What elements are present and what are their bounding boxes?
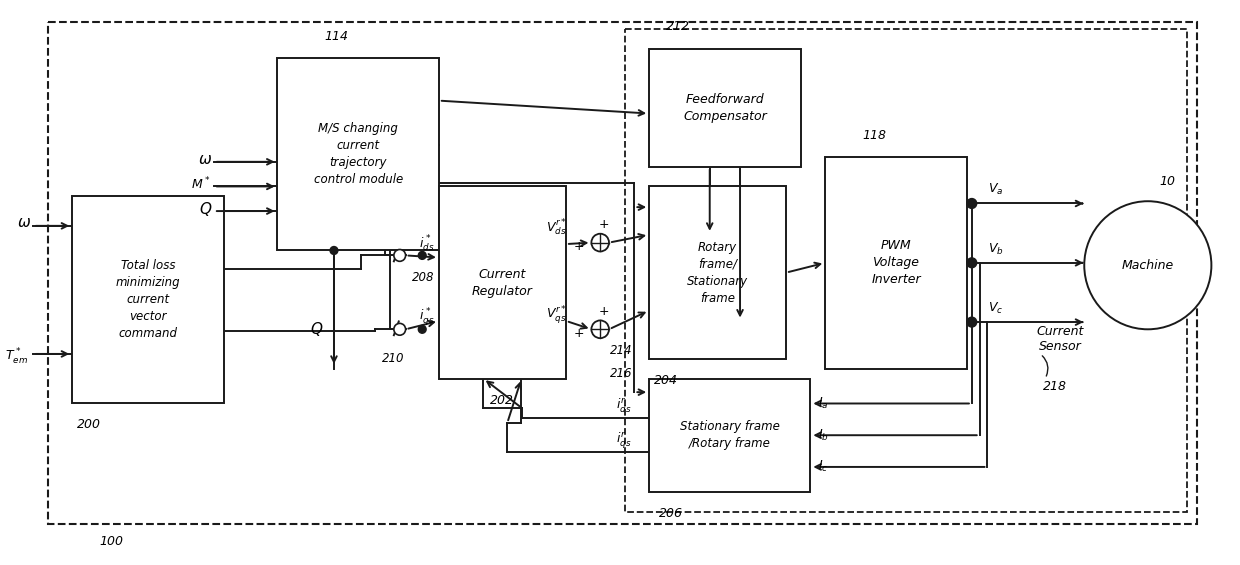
Text: Machine: Machine [1122, 259, 1174, 272]
Bar [72, 196, 223, 403]
Text: +: + [599, 218, 609, 231]
Circle shape [418, 325, 427, 333]
Text: 212: 212 [666, 20, 691, 33]
Text: 202: 202 [490, 394, 515, 407]
Text: +: + [573, 240, 584, 253]
Bar [649, 186, 786, 359]
Text: $i^*_{ds}$: $i^*_{ds}$ [419, 233, 435, 254]
Text: $I_c$: $I_c$ [818, 459, 828, 475]
Text: Q: Q [310, 322, 322, 337]
Circle shape [591, 234, 609, 251]
Circle shape [967, 198, 977, 208]
Text: +: + [599, 305, 609, 318]
Text: $I_b$: $I_b$ [818, 428, 830, 443]
Text: ω: ω [19, 215, 31, 231]
Text: $V_b$: $V_b$ [988, 241, 1004, 257]
Text: $V_c$: $V_c$ [988, 301, 1003, 316]
Text: Stationary frame
/Rotary frame: Stationary frame /Rotary frame [680, 420, 780, 450]
Text: 200: 200 [77, 418, 100, 431]
Circle shape [591, 320, 609, 338]
Text: $V_a$: $V_a$ [988, 182, 1003, 197]
Circle shape [967, 258, 977, 268]
Circle shape [1084, 201, 1211, 329]
Text: 214: 214 [610, 345, 632, 358]
Text: 218: 218 [1043, 380, 1066, 393]
Text: 208: 208 [412, 271, 434, 284]
Text: 204: 204 [653, 374, 678, 387]
Text: Current
Sensor: Current Sensor [1037, 325, 1084, 353]
Text: Total loss
minimizing
current
vector
command: Total loss minimizing current vector com… [115, 259, 180, 340]
Text: 216: 216 [610, 367, 632, 380]
Text: 100: 100 [99, 534, 123, 547]
Text: $i^r_{qs}$: $i^r_{qs}$ [616, 431, 631, 450]
Text: 10: 10 [1159, 175, 1176, 188]
Circle shape [967, 317, 977, 327]
Bar [649, 379, 811, 492]
Text: PWM
Voltage
Inverter: PWM Voltage Inverter [872, 240, 921, 286]
Text: ω: ω [200, 153, 212, 167]
Text: $V^{r*}_{ds}$: $V^{r*}_{ds}$ [547, 218, 568, 238]
Text: Feedforward
Compensator: Feedforward Compensator [683, 93, 766, 123]
Bar [278, 58, 439, 250]
Text: 118: 118 [862, 129, 887, 142]
Text: 114: 114 [324, 30, 348, 43]
Text: $T^*_{em}$: $T^*_{em}$ [5, 347, 29, 367]
Bar [649, 49, 801, 167]
Text: $M^*$: $M^*$ [191, 176, 211, 193]
Bar [625, 29, 1187, 511]
Text: Rotary
frame/
Stationary
frame: Rotary frame/ Stationary frame [687, 241, 748, 305]
Text: 210: 210 [382, 353, 404, 366]
Circle shape [330, 246, 337, 254]
Text: 206: 206 [658, 507, 683, 520]
Text: $i^*_{qs}$: $i^*_{qs}$ [419, 306, 435, 328]
Text: $I_a$: $I_a$ [818, 396, 828, 411]
Circle shape [394, 323, 405, 335]
Bar [825, 157, 967, 369]
Text: Current
Regulator: Current Regulator [472, 267, 533, 298]
Text: $i^r_{ds}$: $i^r_{ds}$ [616, 397, 631, 415]
Text: $V^{r*}_{qs}$: $V^{r*}_{qs}$ [547, 303, 568, 325]
Circle shape [418, 251, 427, 259]
Bar [439, 186, 565, 379]
Text: +: + [573, 327, 584, 340]
Circle shape [394, 250, 405, 262]
Text: M/S changing
current
trajectory
control module: M/S changing current trajectory control … [314, 123, 403, 186]
Text: Q: Q [198, 202, 211, 216]
